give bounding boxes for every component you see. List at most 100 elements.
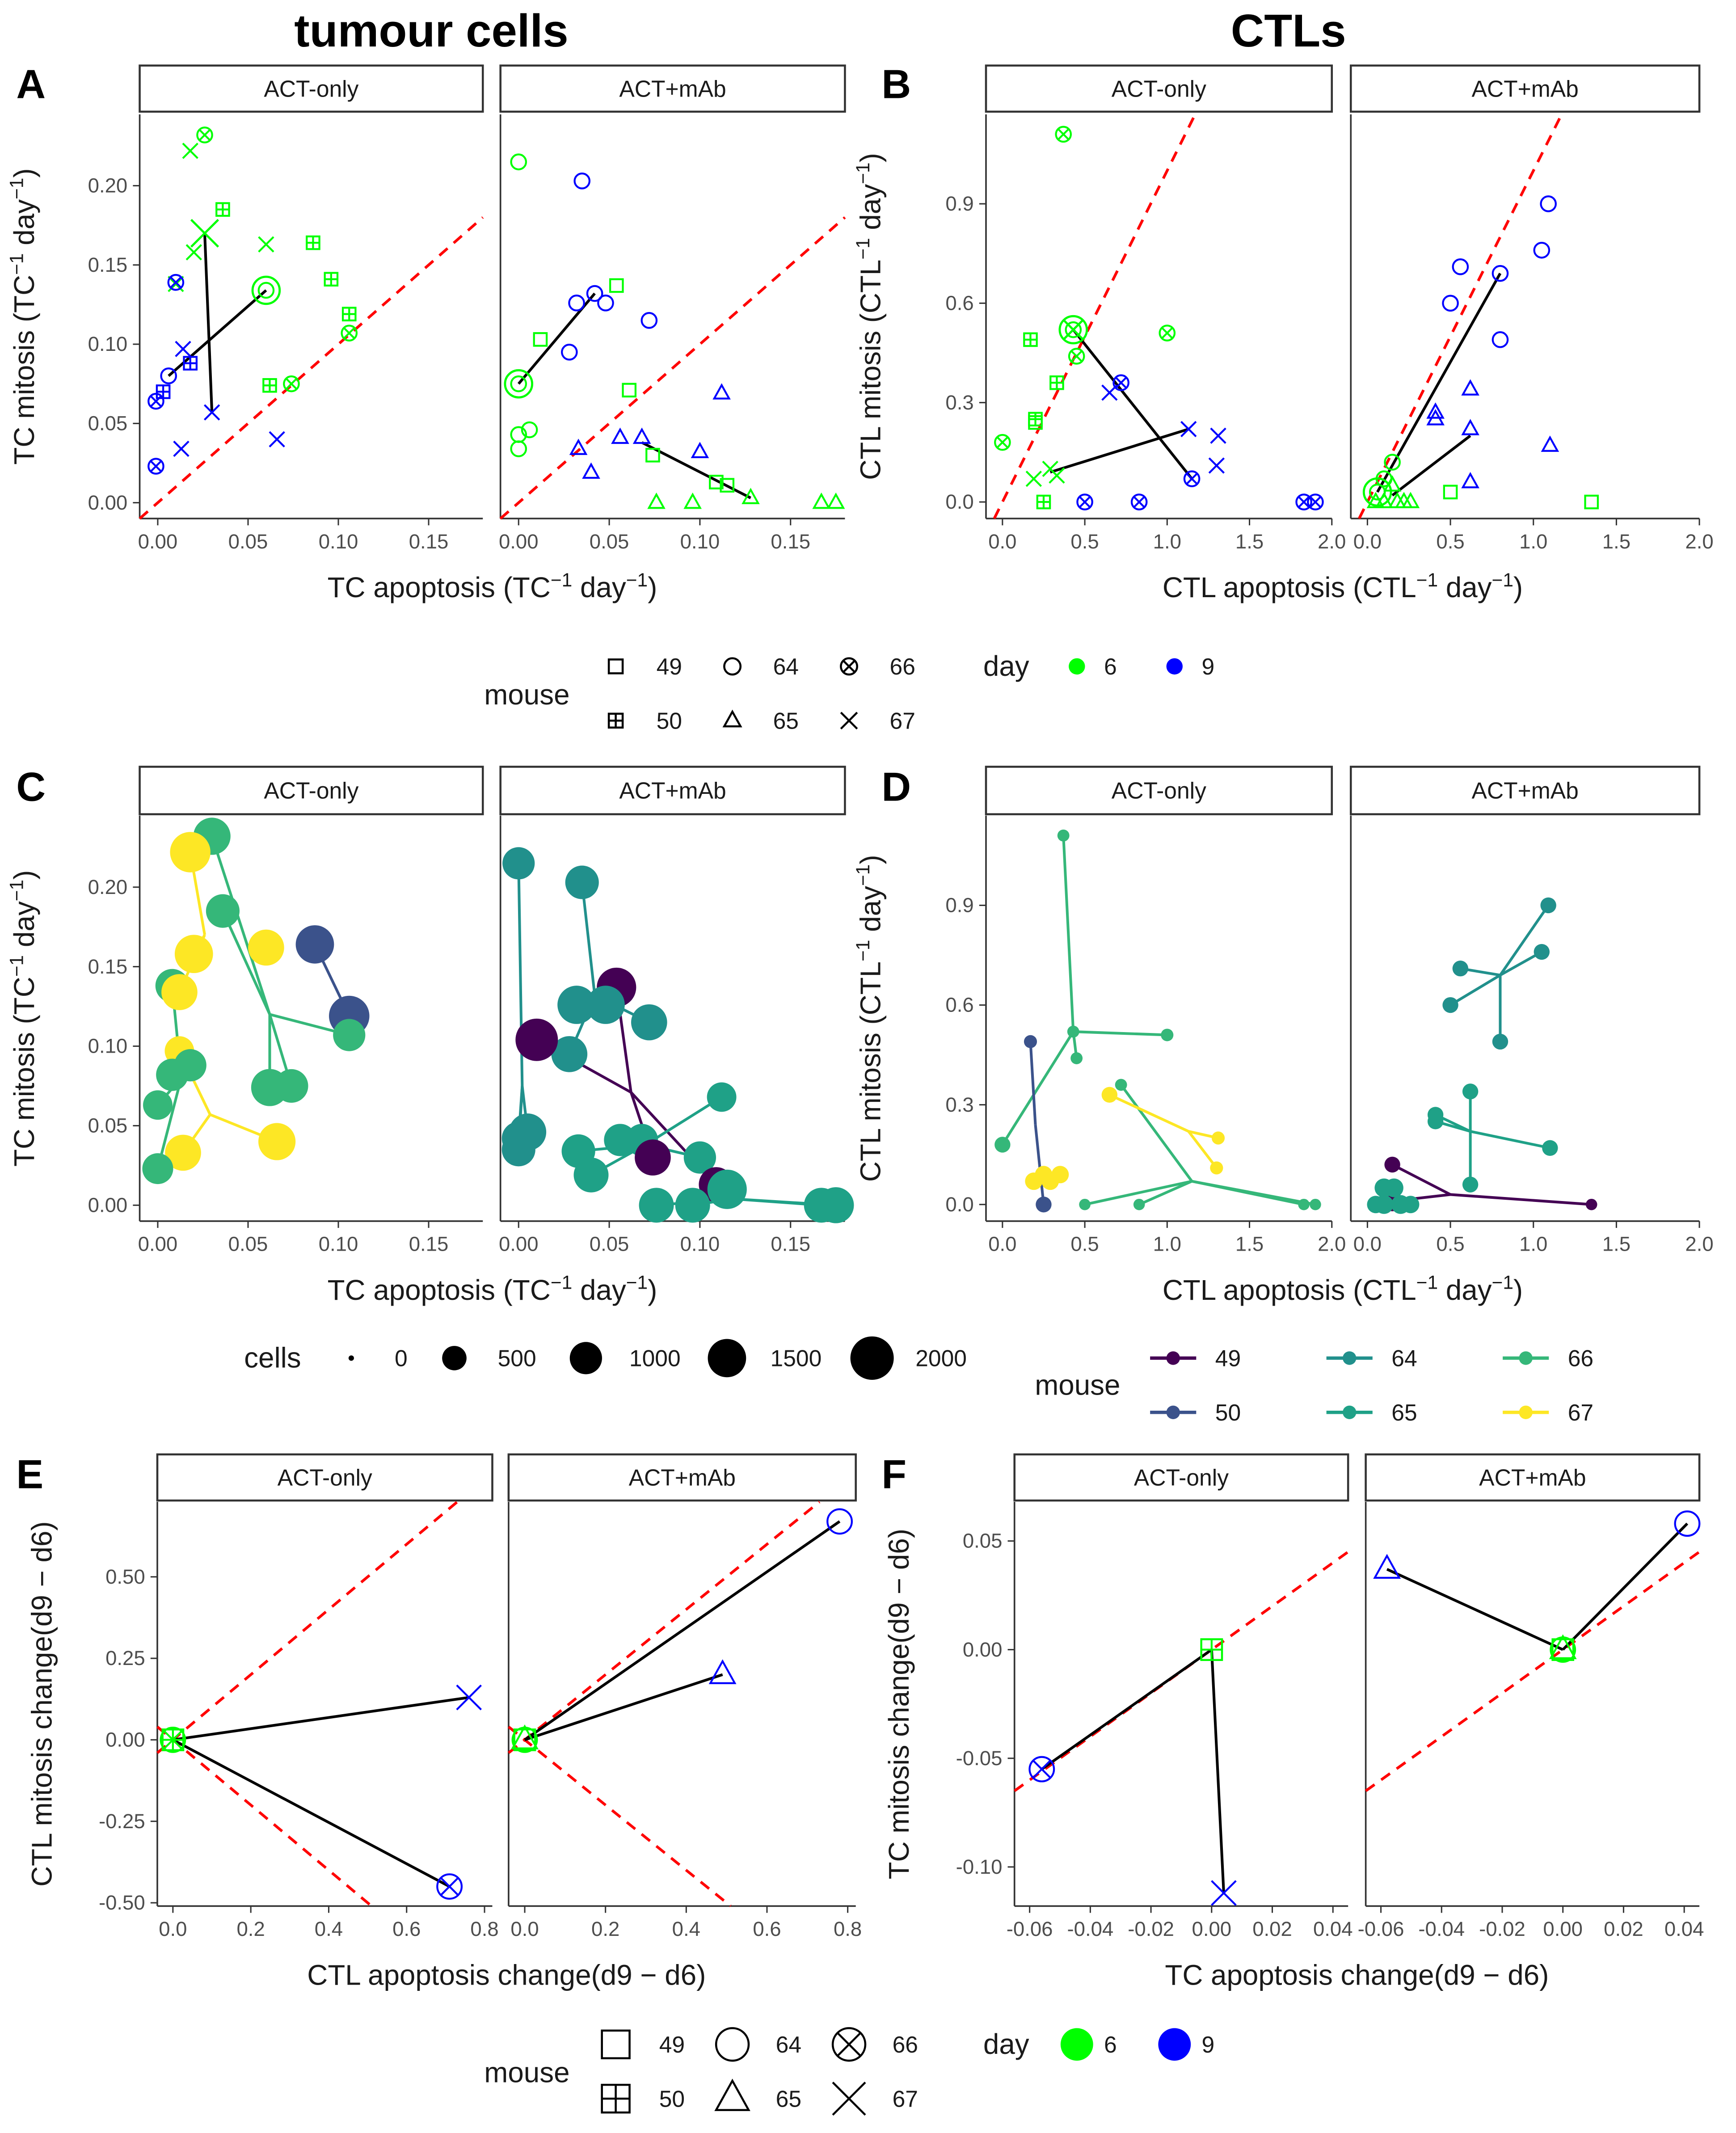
- cell-count-point: [174, 935, 213, 974]
- y-tick-label: 0.05: [963, 1530, 1003, 1552]
- mouse-50-plus-part: [1029, 413, 1042, 426]
- panel-plot-area: [993, 114, 1324, 519]
- mouse-65-triangle-mark: [1461, 419, 1479, 435]
- mouse-49-square-mark: [622, 383, 637, 398]
- legend-item-mouse-65: 65: [714, 2078, 801, 2112]
- x-tick-label: 0.0: [1353, 530, 1382, 553]
- mouse-67-x-mark: [173, 440, 190, 457]
- mouse-50-plus-part: [1050, 376, 1063, 389]
- mouse-65-triangle-mark: [1401, 492, 1420, 508]
- facet-panel-D-1: ACT-only 0.0 0.5 1.0 1.5 2.0 0.0 0.3 0.6 0.9: [945, 766, 1346, 1256]
- cell-count-point: [1298, 1198, 1310, 1210]
- legend-label: 65: [1391, 1400, 1417, 1425]
- x-tick-label: 0.02: [1604, 1918, 1643, 1940]
- cell-count-point: [161, 974, 198, 1010]
- mouse-49-square-mark: [645, 447, 660, 463]
- mouse-65-triangle-mark: [683, 492, 702, 509]
- mouse-50-plus-part: [216, 203, 229, 216]
- trend-segment: [1072, 329, 1193, 480]
- mouse-64-circle-mark: [1492, 331, 1509, 348]
- x-tick-label: 0.15: [771, 1233, 810, 1256]
- data-point: [1549, 1634, 1577, 1659]
- trend-segment: [203, 233, 214, 413]
- mouse-link-line: [221, 910, 271, 1015]
- mouse-49-square-mark: [513, 1728, 536, 1751]
- cell-count-point: [1101, 1087, 1118, 1103]
- cell-count-point: [156, 1058, 189, 1091]
- mouse-66-circle-x-mark: [196, 126, 213, 143]
- mouse-66-cross-part: [285, 378, 298, 390]
- x-tick-label: 0.0: [510, 1918, 539, 1940]
- panel-plot-area: [1358, 114, 1599, 519]
- x-tick-label: 2.0: [1685, 1233, 1713, 1256]
- mouse-65-triangle-mark: [722, 709, 742, 728]
- x-tick-label: 0.8: [470, 1918, 498, 1940]
- mouse-link-line: [1120, 1084, 1193, 1182]
- mouse-66-cross-part: [1133, 496, 1146, 508]
- data-point: [1443, 485, 1458, 500]
- mouse-64-circle-mark: [723, 657, 742, 676]
- trend-segment: [1391, 434, 1471, 497]
- mouse-66-circle-x-mark: [840, 657, 859, 676]
- x-tick-label: 0.15: [771, 530, 810, 553]
- data-point: [609, 278, 624, 293]
- mean-point: [1362, 477, 1392, 507]
- cell-count-point: [1211, 1131, 1225, 1145]
- mouse-64-circle-mark: [640, 312, 658, 329]
- cell-count-point: [1427, 1113, 1444, 1130]
- data-point: [175, 341, 191, 357]
- mouse-49-square-mark: [709, 475, 724, 489]
- mouse-66-circle-x-mark: [831, 2027, 867, 2062]
- y-tick-label: 0.9: [945, 894, 973, 917]
- data-point: [1461, 419, 1479, 435]
- panel-plot-area: [1013, 1551, 1349, 1906]
- facet-strip-label: ACT-only: [1112, 778, 1206, 804]
- data-point: [511, 1724, 539, 1749]
- mouse-link-line: [1109, 1093, 1189, 1133]
- data-point: [709, 475, 724, 489]
- data-point: [1384, 454, 1401, 471]
- data-point: [341, 307, 357, 321]
- mouse-64-circle-mark: [826, 1508, 853, 1535]
- legend-item-mouse-64: 64: [723, 653, 799, 679]
- cell-count-point: [206, 894, 240, 928]
- data-point: [683, 492, 702, 509]
- facet-panel-D-2: ACT+mAb 0.0 0.5 1.0 1.5 2.0: [1349, 766, 1714, 1256]
- cell-count-point: [707, 1082, 737, 1112]
- y-tick-label: 0.20: [88, 174, 128, 197]
- data-point: [1183, 470, 1201, 487]
- mouse-50-plus-part: [1024, 333, 1037, 346]
- x-tick-label: 0.05: [590, 1233, 629, 1256]
- data-point: [182, 143, 198, 159]
- cell-count-point: [1057, 829, 1070, 842]
- mouse-color-dot: [1166, 1351, 1180, 1365]
- mouse-64-circle-mark: [1442, 295, 1459, 312]
- legend-label: 66: [893, 2032, 918, 2057]
- data-point: [533, 332, 548, 347]
- mouse-64-circle-mark: [1384, 454, 1401, 471]
- data-point: [569, 438, 588, 455]
- mouse-shape-legend-bottom: mouse 49 64 66 50 65 67: [484, 2027, 918, 2116]
- data-point: [1550, 1636, 1576, 1663]
- data-point: [712, 383, 731, 400]
- legend-item-mouse-color-64: 64: [1326, 1345, 1417, 1371]
- x-axis-title: TC apoptosis (TC−1 day−1): [328, 1273, 657, 1306]
- mouse-65-triangle-mark: [1541, 435, 1559, 452]
- mouse-link-line: [1138, 1180, 1192, 1206]
- legend-day-swatch-9: [1158, 2028, 1191, 2061]
- data-point: [510, 440, 527, 457]
- x-tick-label: 0.00: [499, 1233, 539, 1256]
- legend-label: 49: [659, 2032, 685, 2057]
- y-tick-label: 0.00: [88, 491, 128, 514]
- legend-label: 64: [776, 2032, 801, 2057]
- legend-item-cells-0: 0: [348, 1345, 408, 1371]
- x-tick-label: 1.0: [1519, 530, 1547, 553]
- data-point: [510, 153, 527, 171]
- x-tick-label: 0.10: [319, 1233, 358, 1256]
- x-tick-label: 0.5: [1070, 1233, 1099, 1256]
- legend-item-mouse-66: 66: [831, 2027, 918, 2062]
- data-point: [622, 383, 637, 398]
- mouse-color-dot: [1519, 1405, 1533, 1419]
- reference-line: [507, 1725, 732, 1907]
- y-axis-title: TC mitosis (TC−1 day−1): [7, 870, 40, 1167]
